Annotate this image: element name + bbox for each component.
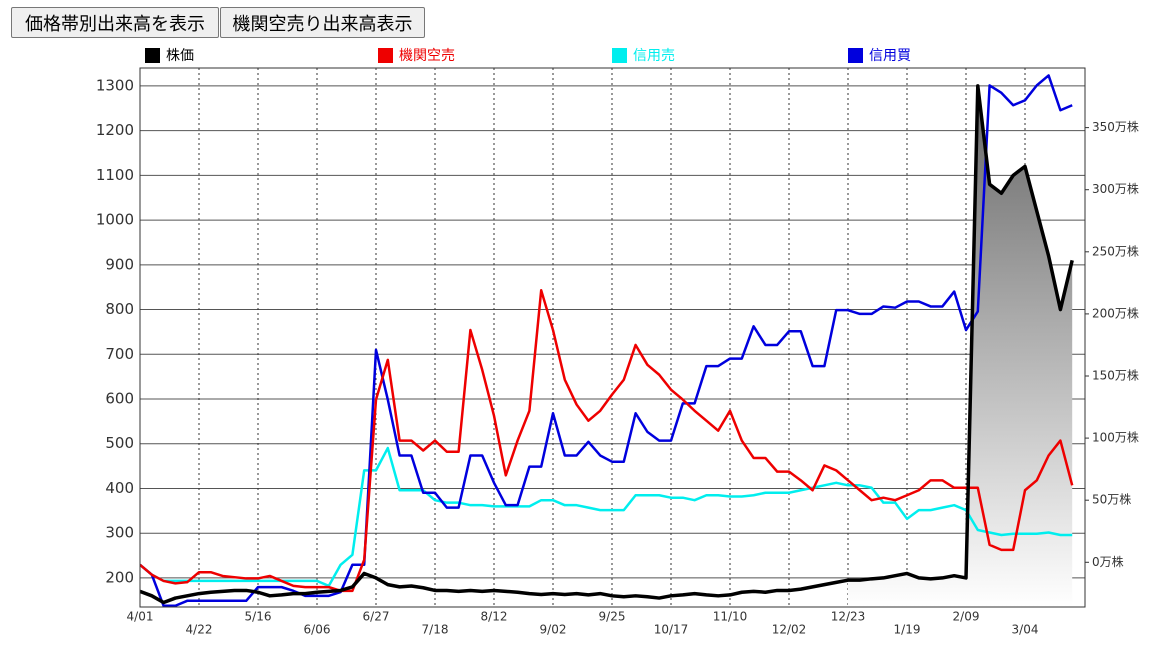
y-tick-label: 200 <box>105 568 134 586</box>
y2-tick-label: 250万株 <box>1092 243 1139 258</box>
y-tick-label: 500 <box>105 434 134 452</box>
x-tick-label: 4/22 <box>186 623 213 637</box>
legend-label: 信用売 <box>633 48 675 64</box>
series-line <box>140 84 1074 605</box>
y2-tick-label: 100万株 <box>1092 430 1139 445</box>
x-tick-label: 9/25 <box>599 610 626 624</box>
x-tick-label: 12/02 <box>772 623 807 637</box>
y-tick-label: 1100 <box>96 166 134 184</box>
legend-label: 株価 <box>166 48 194 64</box>
y-tick-label: 1000 <box>96 211 134 229</box>
legend-swatch <box>848 48 863 63</box>
x-tick-label: 7/18 <box>422 623 449 637</box>
plot-frame <box>139 67 1086 608</box>
short-volume-button[interactable]: 機関空売り出来高表示 <box>220 7 425 38</box>
y-tick-label: 300 <box>105 524 134 542</box>
x-tick-label: 10/17 <box>654 623 689 637</box>
x-tick-label: 6/06 <box>304 623 331 637</box>
x-tick-label: 11/10 <box>713 610 748 624</box>
x-tick-label: 2/09 <box>953 610 980 624</box>
y-tick-label: 700 <box>105 345 134 363</box>
x-tick-label: 5/16 <box>245 610 272 624</box>
y2-tick-label: 200万株 <box>1092 305 1139 320</box>
y2-tick-label: 300万株 <box>1092 181 1139 196</box>
volume-by-price-button[interactable]: 価格帯別出来高を表示 <box>11 7 219 38</box>
y-tick-label: 400 <box>105 479 134 497</box>
legend-swatch <box>145 48 160 63</box>
y-tick-label: 900 <box>105 255 134 273</box>
x-tick-label: 3/04 <box>1012 623 1039 637</box>
y-tick-label: 1300 <box>96 76 134 94</box>
x-tick-label: 12/23 <box>831 610 866 624</box>
legend-swatch <box>612 48 627 63</box>
legend-swatch <box>378 48 393 63</box>
legend-label: 信用買 <box>869 48 911 64</box>
y2-tick-label: 50万株 <box>1092 492 1131 507</box>
y2-tick-label: 0万株 <box>1092 554 1124 569</box>
y-tick-label: 800 <box>105 300 134 318</box>
series-line <box>140 446 1073 588</box>
y-tick-label: 600 <box>105 390 134 408</box>
y2-tick-label: 350万株 <box>1092 119 1139 134</box>
x-tick-label: 4/01 <box>127 610 154 624</box>
x-tick-label: 8/12 <box>481 610 508 624</box>
series-line <box>140 74 1073 607</box>
y-tick-label: 1200 <box>96 121 134 139</box>
legend-label: 機関空売 <box>399 48 455 64</box>
y2-tick-label: 150万株 <box>1092 368 1139 383</box>
x-tick-label: 9/02 <box>540 623 567 637</box>
series-line <box>140 289 1074 593</box>
x-tick-label: 1/19 <box>894 623 921 637</box>
x-tick-label: 6/27 <box>363 610 390 624</box>
price-area <box>848 85 1073 608</box>
